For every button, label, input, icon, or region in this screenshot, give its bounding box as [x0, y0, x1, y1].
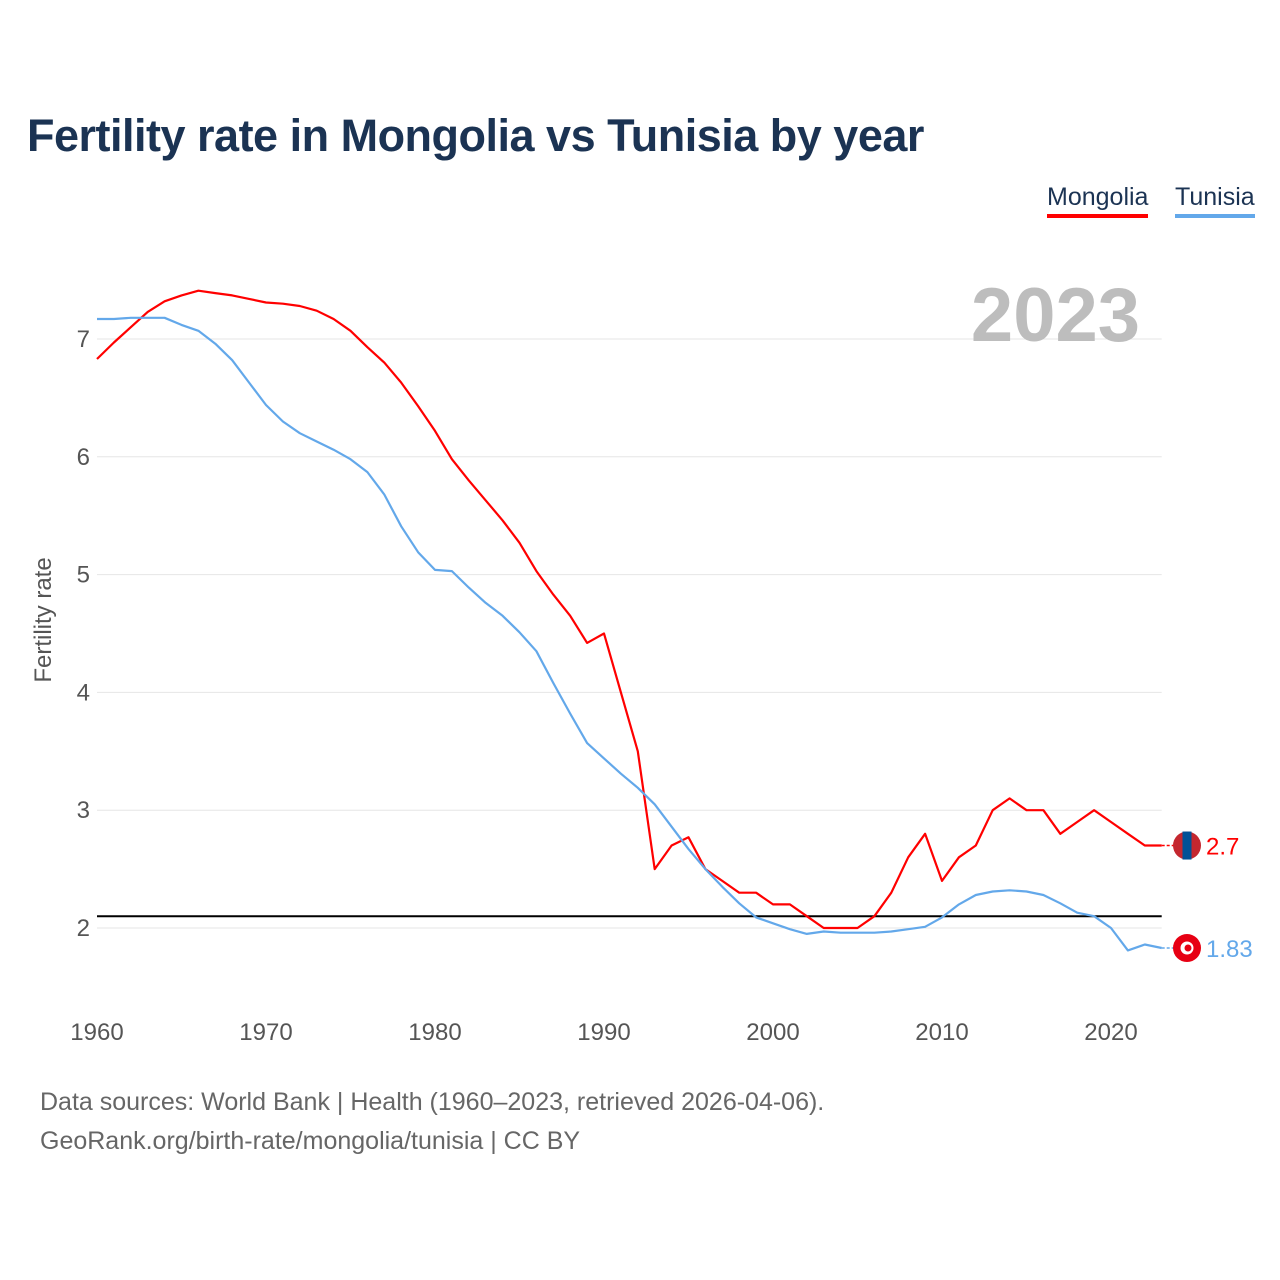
x-tick-label: 2020	[1084, 1019, 1137, 1046]
series-line-mongolia	[96, 289, 1162, 930]
y-axis-label: Fertility rate	[30, 557, 57, 682]
x-tick-label: 1980	[408, 1019, 461, 1046]
x-tick-label: 1960	[70, 1019, 123, 1046]
mongolia-flag-stripe	[1182, 831, 1192, 860]
x-tick-label: 2000	[746, 1019, 799, 1046]
tunisia-flag-crescent	[1184, 944, 1192, 952]
chart-title: Fertility rate in Mongolia vs Tunisia by…	[27, 110, 924, 161]
x-tick-label: 2010	[915, 1019, 968, 1046]
y-tick-label: 2	[77, 915, 90, 942]
y-tick-label: 3	[77, 797, 90, 824]
y-tick-label: 7	[77, 326, 90, 353]
x-tick-label: 1970	[239, 1019, 292, 1046]
series-line-tunisia	[97, 316, 1162, 952]
x-tick-label: 1990	[577, 1019, 630, 1046]
y-tick-label: 5	[77, 562, 90, 589]
end-value-label: 2.7	[1206, 834, 1239, 861]
end-value-label: 1.83	[1206, 936, 1253, 963]
y-tick-label: 6	[77, 444, 90, 471]
legend-mongolia[interactable]: Mongolia	[1047, 183, 1149, 218]
year-label: 2023	[971, 273, 1140, 358]
source-line-1: Data sources: World Bank | Health (1960–…	[40, 1088, 825, 1116]
source-line-2[interactable]: GeoRank.org/birth-rate/mongolia/tunisia …	[40, 1127, 581, 1155]
y-tick-label: 4	[77, 679, 90, 706]
legend-tunisia[interactable]: Tunisia	[1175, 183, 1255, 218]
